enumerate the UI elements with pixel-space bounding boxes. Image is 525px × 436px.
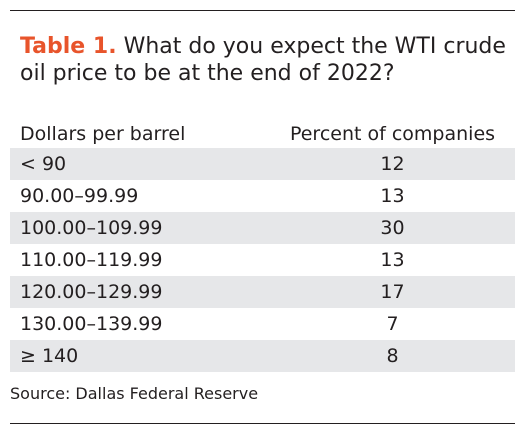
table-row: 90.00–99.99 13 bbox=[10, 180, 515, 212]
percent-cell: 7 bbox=[386, 313, 399, 335]
table-row: ≥ 140 8 bbox=[10, 340, 515, 372]
table-header-row: Dollars per barrel Percent of companies bbox=[10, 120, 515, 148]
price-range-cell: 130.00–139.99 bbox=[20, 313, 163, 335]
percent-cell: 12 bbox=[380, 153, 405, 175]
percent-cell: 30 bbox=[380, 217, 405, 239]
table-number-label: Table 1. bbox=[20, 34, 117, 59]
table-title-text: What do you expect the WTI crude oil pri… bbox=[20, 34, 506, 86]
percent-cell: 17 bbox=[380, 281, 405, 303]
price-range-cell: ≥ 140 bbox=[20, 345, 79, 367]
table-row: 110.00–119.99 13 bbox=[10, 244, 515, 276]
price-range-cell: 120.00–129.99 bbox=[20, 281, 163, 303]
column-header-dollars: Dollars per barrel bbox=[20, 123, 186, 145]
price-expectation-table: Dollars per barrel Percent of companies … bbox=[10, 120, 515, 372]
price-range-cell: 110.00–119.99 bbox=[20, 249, 163, 271]
price-range-cell: 90.00–99.99 bbox=[20, 185, 139, 207]
percent-cell: 13 bbox=[380, 185, 405, 207]
table-title: Table 1. What do you expect the WTI crud… bbox=[20, 33, 510, 87]
top-rule bbox=[10, 10, 515, 11]
table-row: 130.00–139.99 7 bbox=[10, 308, 515, 340]
price-range-cell: < 90 bbox=[20, 153, 67, 175]
bottom-rule bbox=[10, 423, 515, 424]
percent-cell: 8 bbox=[386, 345, 399, 367]
percent-cell: 13 bbox=[380, 249, 405, 271]
column-header-percent: Percent of companies bbox=[289, 123, 496, 145]
source-note: Source: Dallas Federal Reserve bbox=[10, 384, 259, 403]
price-range-cell: 100.00–109.99 bbox=[20, 217, 163, 239]
table-body: < 90 12 90.00–99.99 13 100.00–109.99 30 110.00… bbox=[10, 148, 515, 372]
table-row: 100.00–109.99 30 bbox=[10, 212, 515, 244]
table-row: 120.00–129.99 17 bbox=[10, 276, 515, 308]
table-row: < 90 12 bbox=[10, 148, 515, 180]
